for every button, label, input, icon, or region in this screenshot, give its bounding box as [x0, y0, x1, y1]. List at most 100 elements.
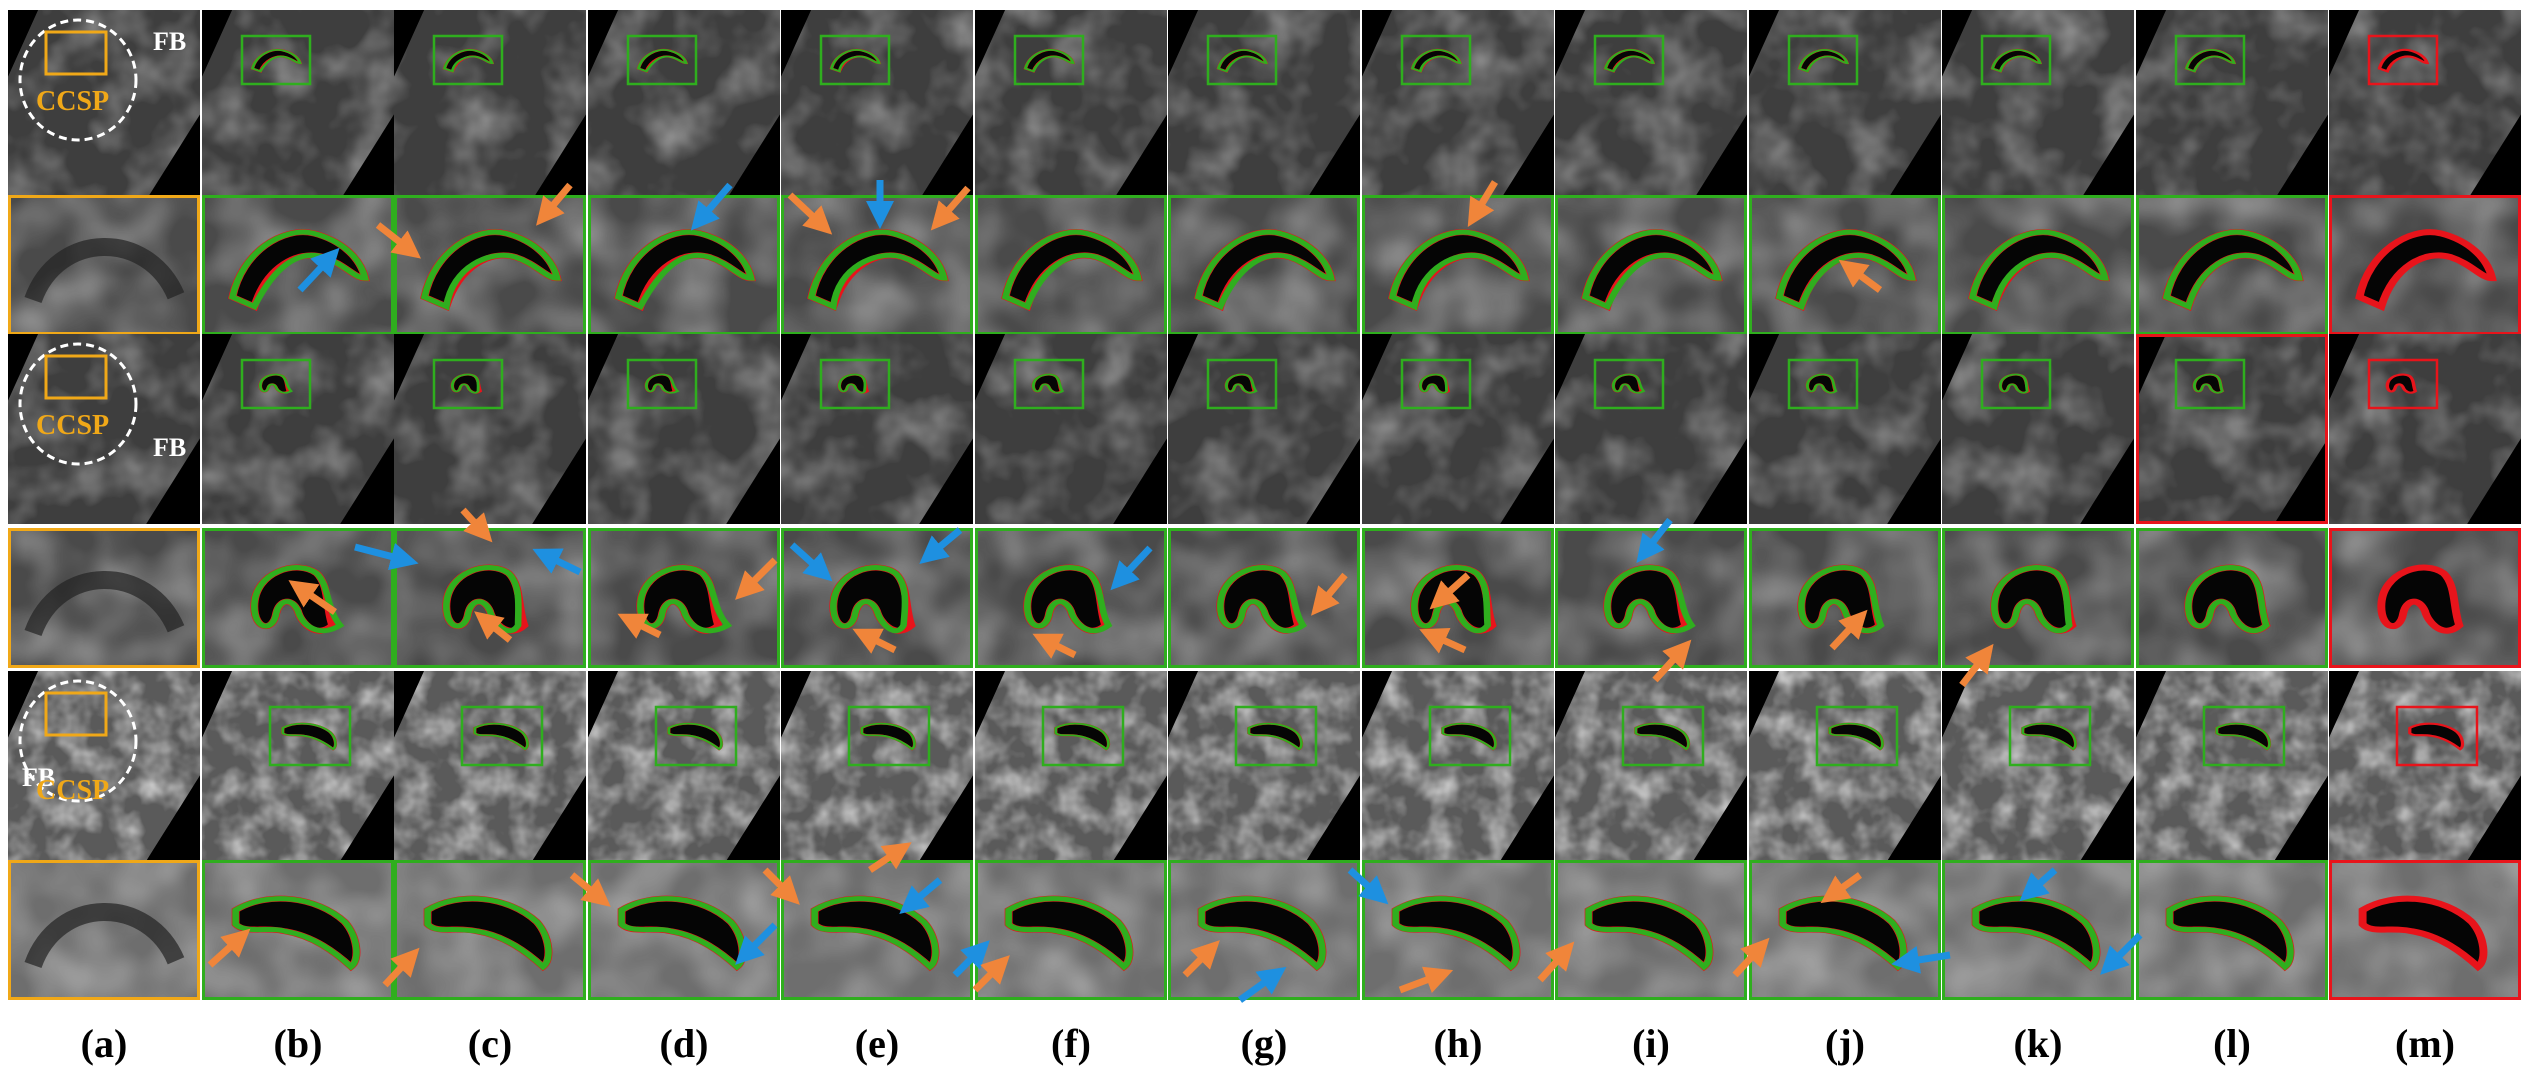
orange-arrow [474, 611, 513, 643]
prediction-contour [811, 896, 939, 971]
fb-label: FB [22, 763, 55, 792]
raw-structure [24, 570, 185, 637]
prediction-contour [1585, 896, 1713, 971]
fb-label: FB [153, 433, 186, 462]
roi-box [1593, 358, 1665, 410]
wedge-mask [1168, 671, 1360, 861]
wedge-mask [1942, 10, 2134, 200]
wedge-mask [781, 671, 973, 861]
ultrasound-panel [588, 671, 780, 861]
zoomed-panel [2329, 195, 2521, 335]
ground-truth-contour [2358, 895, 2488, 972]
ultrasound-panel [588, 334, 780, 524]
small-contour [1611, 373, 1646, 394]
prediction-contour [2185, 565, 2270, 634]
ultrasound-panel [975, 10, 1167, 200]
ultrasound-panel [2329, 10, 2521, 200]
prediction-contour [1023, 48, 1075, 73]
prediction-contour [258, 373, 294, 394]
ultrasound-panel [1555, 671, 1747, 861]
wedge-mask [2136, 10, 2328, 200]
panel-border [8, 860, 200, 1000]
wedge-mask [1749, 334, 1941, 524]
column-label: (k) [2013, 1021, 2063, 1066]
wedge-mask [1362, 671, 1554, 861]
orange-arrow [1820, 872, 1863, 904]
small-contour [837, 373, 870, 394]
roi-box [626, 358, 698, 410]
zoom-texture [1362, 195, 1554, 335]
roi-box [1206, 34, 1278, 86]
blue-arrow [2019, 867, 2058, 902]
orange-arrow [1182, 940, 1220, 978]
roi-box [2367, 34, 2439, 86]
roi-box [1593, 34, 1665, 86]
orange-arrow [617, 613, 662, 639]
wedge-mask [2329, 10, 2521, 200]
small-contour [281, 722, 338, 751]
zoom-texture [975, 195, 1167, 335]
roi-box [268, 705, 352, 767]
zoomed-contour [1001, 229, 1143, 312]
panel-border [975, 528, 1167, 668]
small-contour [1418, 373, 1451, 394]
orange-arrow [569, 872, 611, 907]
panel-border [202, 528, 394, 668]
zoom-texture [8, 528, 200, 668]
panel-border [1168, 195, 1360, 335]
wedge-mask [8, 334, 200, 524]
small-contour [2021, 722, 2078, 751]
zoom-texture [2136, 195, 2328, 335]
zoom-texture [2329, 195, 2521, 335]
panel-border [1362, 195, 1554, 335]
column-label: (d) [659, 1021, 709, 1066]
prediction-contour [667, 722, 723, 751]
wedge-mask [975, 671, 1167, 861]
wedge-mask [202, 10, 394, 200]
orange-arrow [930, 185, 971, 231]
ultrasound-panel [2329, 671, 2521, 861]
ccsp-label: CCSP [36, 410, 109, 441]
prediction-contour [473, 722, 529, 751]
zoomed-contour [1603, 564, 1696, 634]
wedge-mask [1555, 671, 1747, 861]
wedge-mask [1749, 10, 1941, 200]
roi-box [1621, 705, 1705, 767]
ultrasound-panel [202, 671, 394, 861]
prediction-contour [1194, 229, 1336, 311]
column-label: (i) [1632, 1021, 1670, 1066]
roi-box [2395, 705, 2479, 767]
ultrasound-panel [1555, 334, 1747, 524]
zoomed-contour [2358, 895, 2488, 972]
orange-arrow [288, 580, 337, 615]
panel-border [588, 528, 780, 668]
zoomed-contour [1388, 229, 1530, 312]
wedge-mask [394, 334, 586, 524]
small-contour [2215, 722, 2272, 751]
small-contour [1224, 373, 1258, 394]
roi-box [1234, 705, 1318, 767]
ultrasound-panel [1362, 671, 1554, 861]
ccsp-label: CCSP [36, 86, 109, 117]
zoomed-contour [231, 895, 361, 972]
prediction-contour [1603, 48, 1655, 73]
wedge-mask [1749, 671, 1941, 861]
wedge-mask [1362, 10, 1554, 200]
zoom-texture [1555, 195, 1747, 335]
prediction-contour [2021, 722, 2077, 751]
panel-border [202, 860, 394, 1000]
panel-border [975, 195, 1167, 335]
prediction-contour [424, 896, 552, 971]
ground-truth-contour [2355, 229, 2497, 312]
orange-arrow [382, 947, 420, 988]
prediction-contour [420, 229, 562, 311]
prediction-contour [1392, 896, 1520, 971]
small-contour [644, 373, 680, 394]
column-label: (l) [2213, 1021, 2251, 1066]
small-contour [1603, 48, 1656, 73]
ccsp-region-box [44, 30, 108, 76]
prediction-contour [1216, 48, 1268, 73]
zoomed-contour [2377, 564, 2464, 634]
prediction-contour [1805, 373, 1838, 394]
prediction-contour [1054, 722, 1110, 751]
